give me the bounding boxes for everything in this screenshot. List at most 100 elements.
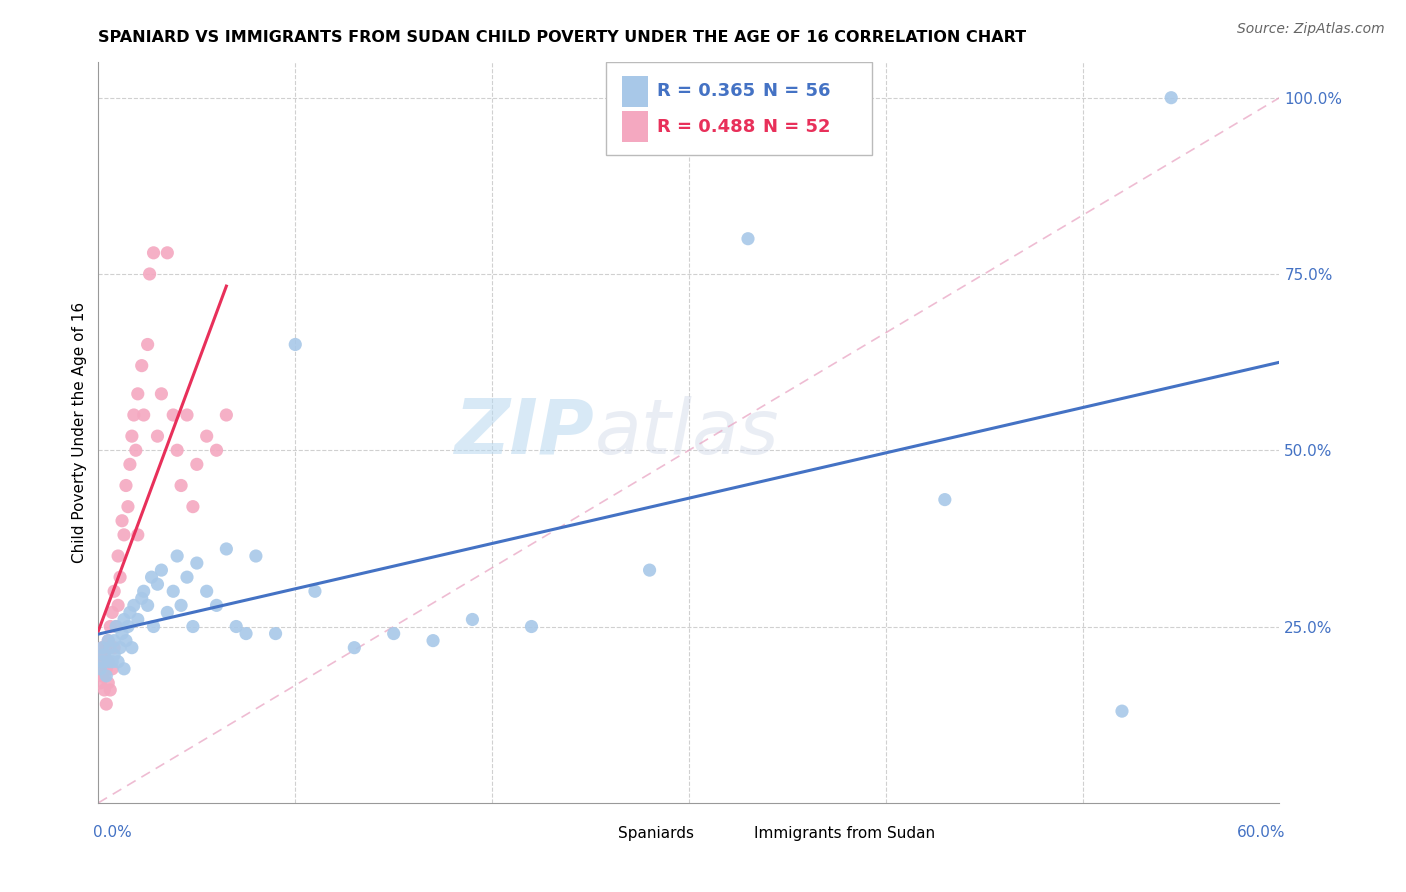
Bar: [718, 822, 742, 844]
Point: [107, 655, 129, 669]
Point: [121, 640, 143, 655]
Point: [195, 584, 218, 599]
Text: N = 52: N = 52: [763, 118, 831, 136]
Point: [195, 429, 218, 443]
Point: [103, 640, 125, 655]
Point: [117, 619, 139, 633]
Text: Source: ZipAtlas.com: Source: ZipAtlas.com: [1237, 22, 1385, 37]
Point: [142, 245, 165, 260]
Text: N = 56: N = 56: [763, 82, 831, 100]
Point: [97, 676, 120, 690]
Point: [127, 612, 149, 626]
Point: [91, 655, 114, 669]
Point: [132, 408, 155, 422]
Point: [107, 599, 129, 613]
Point: [107, 549, 129, 563]
Text: SPANIARD VS IMMIGRANTS FROM SUDAN CHILD POVERTY UNDER THE AGE OF 16 CORRELATION : SPANIARD VS IMMIGRANTS FROM SUDAN CHILD …: [98, 29, 1026, 45]
Point: [166, 549, 188, 563]
Text: 0.0%: 0.0%: [93, 825, 131, 840]
Point: [215, 408, 238, 422]
Bar: [621, 112, 648, 143]
Point: [122, 408, 145, 422]
Point: [343, 640, 366, 655]
Point: [103, 584, 125, 599]
Point: [118, 606, 141, 620]
Point: [117, 500, 139, 514]
Point: [93, 648, 115, 662]
Point: [89, 662, 111, 676]
Point: [142, 619, 165, 633]
Point: [111, 626, 134, 640]
Point: [121, 429, 143, 443]
Point: [91, 640, 114, 655]
Point: [103, 633, 125, 648]
Text: atlas: atlas: [595, 396, 779, 469]
Point: [934, 492, 956, 507]
Point: [97, 655, 120, 669]
Point: [136, 599, 159, 613]
FancyBboxPatch shape: [606, 62, 872, 155]
Point: [101, 662, 124, 676]
Point: [98, 640, 121, 655]
Point: [176, 570, 198, 584]
Point: [264, 626, 287, 640]
Point: [96, 662, 118, 676]
Point: [170, 599, 193, 613]
Point: [146, 577, 169, 591]
Point: [118, 458, 141, 472]
Text: R = 0.365: R = 0.365: [657, 82, 755, 100]
Point: [284, 337, 307, 351]
Point: [170, 478, 193, 492]
Point: [91, 640, 114, 655]
Point: [103, 648, 125, 662]
Point: [235, 626, 257, 640]
Point: [520, 619, 543, 633]
Point: [125, 443, 148, 458]
Point: [245, 549, 267, 563]
Point: [136, 337, 159, 351]
Point: [108, 570, 131, 584]
Point: [97, 633, 120, 648]
Point: [141, 570, 163, 584]
Bar: [621, 76, 648, 107]
Point: [166, 443, 188, 458]
Point: [111, 514, 134, 528]
Point: [382, 626, 405, 640]
Point: [93, 669, 115, 683]
Point: [96, 640, 118, 655]
Y-axis label: Child Poverty Under the Age of 16: Child Poverty Under the Age of 16: [72, 302, 87, 563]
Point: [91, 655, 114, 669]
Point: [108, 640, 131, 655]
Point: [105, 619, 128, 633]
Point: [461, 612, 484, 626]
Point: [96, 697, 118, 711]
Point: [186, 556, 208, 570]
Point: [215, 541, 238, 556]
Point: [89, 676, 111, 690]
Text: Spaniards: Spaniards: [619, 826, 695, 840]
Point: [112, 528, 135, 542]
Point: [1160, 91, 1182, 105]
Point: [112, 612, 135, 626]
Point: [89, 662, 111, 676]
Point: [122, 599, 145, 613]
Point: [115, 633, 138, 648]
Point: [101, 655, 124, 669]
Point: [205, 599, 228, 613]
Point: [186, 458, 208, 472]
Point: [131, 591, 153, 606]
Point: [1111, 704, 1133, 718]
Point: [97, 633, 120, 648]
Point: [131, 359, 153, 373]
Point: [97, 655, 120, 669]
Point: [156, 606, 179, 620]
Point: [181, 619, 204, 633]
Point: [162, 408, 184, 422]
Point: [93, 648, 115, 662]
Point: [115, 478, 138, 492]
Point: [98, 619, 121, 633]
Point: [89, 648, 111, 662]
Point: [156, 245, 179, 260]
Point: [150, 387, 173, 401]
Point: [138, 267, 160, 281]
